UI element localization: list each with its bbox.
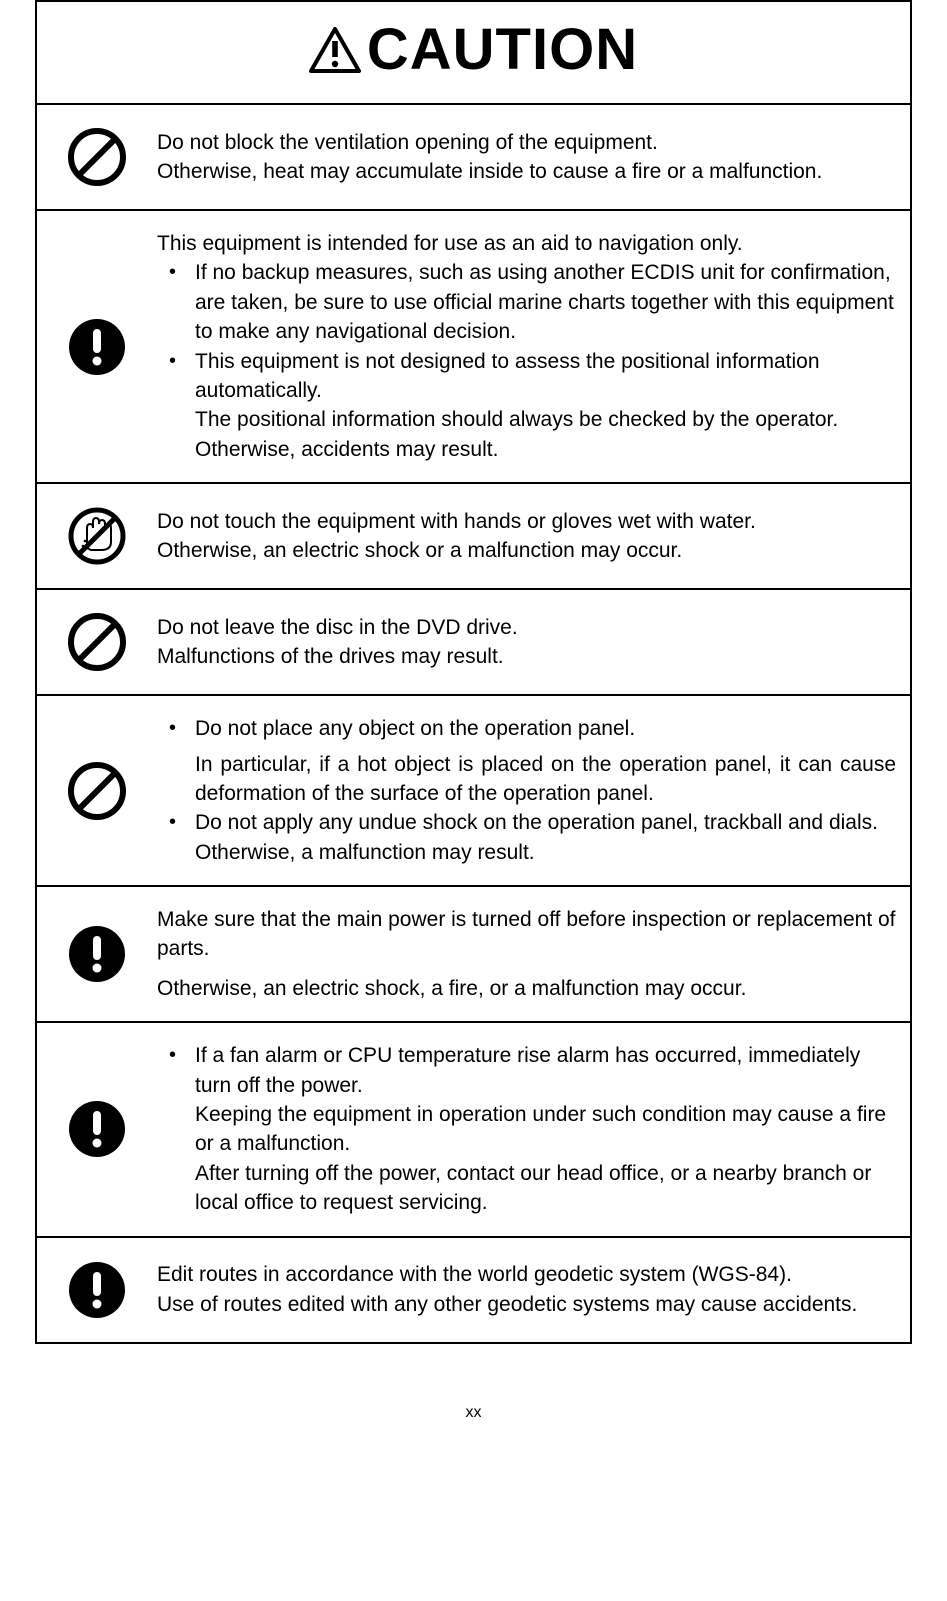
caution-text: Do not block the ventilation opening of …: [157, 128, 896, 157]
caution-row: Do not place any object on the operation…: [37, 694, 910, 885]
caution-text: Make sure that the main power is turned …: [157, 905, 896, 964]
caution-text: Otherwise, heat may accumulate inside to…: [157, 157, 896, 186]
caution-text: Otherwise, accidents may result.: [195, 435, 896, 464]
no-wet-hand-icon: [67, 506, 127, 566]
bullet-list: If a fan alarm or CPU temperature rise a…: [157, 1041, 896, 1217]
prohibit-icon: [67, 761, 127, 821]
caution-text: Use of routes edited with any other geod…: [157, 1290, 896, 1319]
prohibit-icon: [67, 127, 127, 187]
bullet-list: Do not place any object on the operation…: [157, 714, 896, 867]
row-text-cell: Do not block the ventilation opening of …: [157, 105, 910, 209]
caution-row: If a fan alarm or CPU temperature rise a…: [37, 1021, 910, 1235]
row-text-cell: Make sure that the main power is turned …: [157, 887, 910, 1021]
page-number: xx: [35, 1404, 912, 1422]
prohibit-icon: [67, 612, 127, 672]
bullet-item: Do not place any object on the operation…: [157, 714, 896, 808]
row-icon-cell: [37, 1238, 157, 1342]
caution-row: Do not block the ventilation opening of …: [37, 105, 910, 209]
caution-text: This equipment is intended for use as an…: [157, 229, 896, 258]
row-text-cell: Do not place any object on the operation…: [157, 696, 910, 885]
bullet-list: If no backup measures, such as using ano…: [157, 258, 896, 464]
caution-text: The positional information should always…: [195, 405, 896, 434]
caution-row: Do not leave the disc in the DVD drive.M…: [37, 588, 910, 694]
bullet-item: This equipment is not designed to assess…: [157, 347, 896, 465]
caution-text: Malfunctions of the drives may result.: [157, 642, 896, 671]
caution-text: After turning off the power, contact our…: [195, 1159, 896, 1218]
attention-icon: [67, 1260, 127, 1320]
attention-icon: [67, 317, 127, 377]
caution-table: CAUTION Do not block the ventilation ope…: [35, 0, 912, 1344]
caution-row: Edit routes in accordance with the world…: [37, 1236, 910, 1342]
caution-row: This equipment is intended for use as an…: [37, 209, 910, 482]
row-icon-cell: [37, 1023, 157, 1235]
bullet-item: If a fan alarm or CPU temperature rise a…: [157, 1041, 896, 1217]
row-text-cell: Do not touch the equipment with hands or…: [157, 484, 910, 588]
caution-text: Keeping the equipment in operation under…: [195, 1100, 896, 1159]
row-text-cell: Edit routes in accordance with the world…: [157, 1238, 910, 1342]
caution-text: Otherwise, an electric shock, a fire, or…: [157, 974, 896, 1003]
row-icon-cell: [37, 887, 157, 1021]
attention-icon: [67, 1099, 127, 1159]
attention-icon: [67, 924, 127, 984]
caution-header: CAUTION: [37, 2, 910, 105]
caution-text: Otherwise, an electric shock or a malfun…: [157, 536, 896, 565]
row-icon-cell: [37, 211, 157, 482]
row-icon-cell: [37, 696, 157, 885]
row-text-cell: If a fan alarm or CPU temperature rise a…: [157, 1023, 910, 1235]
caution-text: Do not touch the equipment with hands or…: [157, 507, 896, 536]
row-text-cell: Do not leave the disc in the DVD drive.M…: [157, 590, 910, 694]
caution-text: Edit routes in accordance with the world…: [157, 1260, 896, 1289]
warning-triangle-icon: [309, 27, 361, 73]
bullet-item: If no backup measures, such as using ano…: [157, 258, 896, 346]
row-text-cell: This equipment is intended for use as an…: [157, 211, 910, 482]
row-icon-cell: [37, 590, 157, 694]
caution-row: Make sure that the main power is turned …: [37, 885, 910, 1021]
caution-text: In particular, if a hot object is placed…: [195, 750, 896, 809]
caution-row: Do not touch the equipment with hands or…: [37, 482, 910, 588]
row-icon-cell: [37, 484, 157, 588]
caution-text: Do not leave the disc in the DVD drive.: [157, 613, 896, 642]
caution-title-text: CAUTION: [367, 16, 638, 83]
row-icon-cell: [37, 105, 157, 209]
bullet-item: Do not apply any undue shock on the oper…: [157, 808, 896, 867]
